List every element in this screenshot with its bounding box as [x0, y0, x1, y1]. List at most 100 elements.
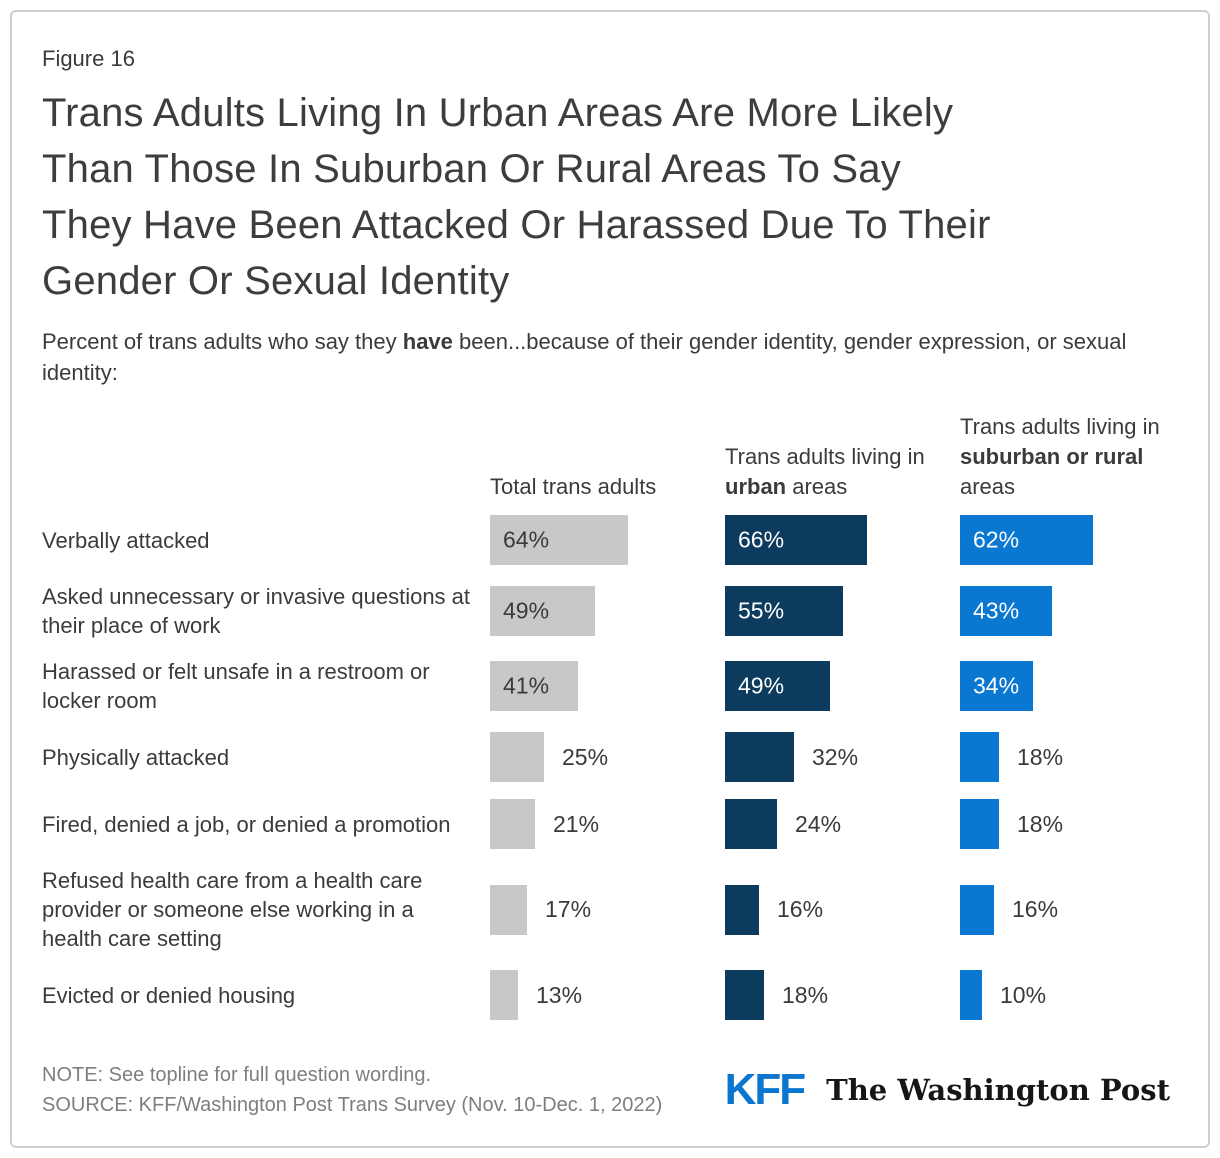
- bar-value-label: 49%: [738, 672, 785, 699]
- note-text: NOTE: See topline for full question word…: [42, 1064, 432, 1086]
- chart-subtitle: Percent of trans adults who say they hav…: [42, 326, 1162, 388]
- chart-row: Refused health care from a health care p…: [42, 866, 1178, 953]
- bar: 49%: [490, 586, 595, 636]
- bar-cell: 32%: [725, 732, 960, 782]
- bar-cell: 49%: [490, 586, 725, 636]
- column-header-total: Total trans adults: [490, 474, 657, 499]
- bar-cell: 16%: [725, 884, 960, 935]
- category-label: Evicted or denied housing: [42, 982, 296, 1008]
- bar-cell: 10%: [960, 970, 1195, 1020]
- bar: [725, 884, 759, 935]
- bar: 49%: [725, 661, 830, 711]
- bar-cell: 41%: [490, 661, 725, 711]
- bar-value-label: 18%: [1017, 743, 1064, 770]
- bar-cell: 43%: [960, 586, 1195, 636]
- bar: [960, 732, 999, 782]
- bar: 41%: [490, 661, 578, 711]
- bar-value-label: 41%: [503, 672, 550, 699]
- title-line: Trans Adults Living In Urban Areas Are M…: [42, 91, 954, 135]
- bar-value-label: 62%: [973, 526, 1020, 553]
- source-text: SOURCE: KFF/Washington Post Trans Survey…: [42, 1094, 663, 1116]
- subtitle-text: Percent of trans adults who say they: [42, 329, 403, 354]
- subtitle-text: been...because of their gender identity,…: [42, 329, 1127, 385]
- title-line: Than Those In Suburban Or Rural Areas To…: [42, 147, 901, 191]
- bar-value-label: 49%: [503, 597, 550, 624]
- bar-cell: 25%: [490, 732, 725, 782]
- bar-value-label: 13%: [536, 981, 583, 1008]
- column-header-suburban-rural: Trans adults living in suburban or rural…: [960, 414, 1160, 499]
- bar-cell: 13%: [490, 970, 725, 1020]
- bar: [960, 799, 999, 849]
- chart-row: Harassed or felt unsafe in a restroom or…: [42, 657, 1178, 715]
- bar-cell: 18%: [960, 732, 1195, 782]
- kff-logo: KFF: [724, 1065, 807, 1114]
- washington-post-logo: The Washington Post: [826, 1072, 1170, 1107]
- bar-cell: 34%: [960, 661, 1195, 711]
- bar-value-label: 18%: [1017, 810, 1064, 837]
- category-label: Verbally attacked: [42, 527, 210, 553]
- bar-cell: 49%: [725, 661, 960, 711]
- figure-number: Figure 16: [42, 46, 135, 71]
- chart-rows: Verbally attacked 64% 66% 62% Asked unnecess…: [42, 515, 1178, 1020]
- chart-title: Trans Adults Living In Urban Areas Are M…: [42, 85, 1178, 309]
- bar: 66%: [725, 515, 867, 565]
- bar-cell: 24%: [725, 799, 960, 849]
- bar: [490, 884, 527, 935]
- category-label: Asked unnecessary or invasive questions …: [42, 584, 471, 638]
- bar-value-label: 64%: [503, 526, 550, 553]
- bar-value-label: 16%: [777, 896, 824, 922]
- bar: [725, 970, 764, 1020]
- bar-value-label: 32%: [812, 743, 859, 770]
- bar-cell: 21%: [490, 799, 725, 849]
- chart-row: Physically attacked 25% 32% 18%: [42, 732, 1178, 782]
- figure-frame: Figure 16 Trans Adults Living In Urban A…: [10, 10, 1210, 1148]
- category-label: Fired, denied a job, or denied a promoti…: [42, 811, 451, 837]
- bar-value-label: 66%: [738, 526, 785, 553]
- series-header-row: Total trans adults Trans adults living i…: [42, 412, 1178, 515]
- bar-value-label: 10%: [1000, 981, 1047, 1008]
- column-header-urban: Trans adults living in urban areas: [725, 444, 925, 499]
- category-label: Physically attacked: [42, 744, 230, 770]
- bar-value-label: 34%: [973, 672, 1020, 699]
- footer-notes: NOTE: See topline for full question word…: [42, 1060, 662, 1120]
- bar: 55%: [725, 586, 843, 636]
- chart-row: Verbally attacked 64% 66% 62%: [42, 515, 1178, 565]
- bar-value-label: 24%: [795, 810, 842, 837]
- bar-cell: 17%: [490, 884, 725, 935]
- chart-row: Fired, denied a job, or denied a promoti…: [42, 799, 1178, 849]
- figure-footer: NOTE: See topline for full question word…: [42, 1060, 1178, 1120]
- bar: 43%: [960, 586, 1052, 636]
- bar-value-label: 55%: [738, 597, 785, 624]
- bar-cell: 66%: [725, 515, 960, 565]
- bar: [960, 970, 982, 1020]
- bar: [490, 799, 535, 849]
- bar-value-label: 43%: [973, 597, 1020, 624]
- footer-logos: KFF The Washington Post: [725, 1068, 1178, 1112]
- bar: 34%: [960, 661, 1033, 711]
- bar: 62%: [960, 515, 1093, 565]
- bar-cell: 18%: [725, 970, 960, 1020]
- bar-cell: 62%: [960, 515, 1195, 565]
- category-label: Harassed or felt unsafe in a restroom or…: [42, 659, 430, 713]
- bar: 64%: [490, 515, 628, 565]
- bar-value-label: 17%: [545, 896, 592, 922]
- category-label: Refused health care from a health care p…: [42, 868, 423, 951]
- chart-row: Evicted or denied housing 13% 18% 10%: [42, 970, 1178, 1020]
- bar: [490, 732, 544, 782]
- subtitle-bold-text: have: [402, 329, 453, 354]
- chart-row: Asked unnecessary or invasive questions …: [42, 582, 1178, 640]
- bar-value-label: 21%: [553, 810, 600, 837]
- bar-cell: 18%: [960, 799, 1195, 849]
- bar-cell: 64%: [490, 515, 725, 565]
- bar-value-label: 25%: [562, 743, 609, 770]
- bar-value-label: 16%: [1012, 896, 1059, 922]
- bar: [490, 970, 518, 1020]
- bar-value-label: 18%: [782, 981, 829, 1008]
- title-line: Gender Or Sexual Identity: [42, 259, 510, 303]
- bar-cell: 55%: [725, 586, 960, 636]
- bar: [725, 799, 777, 849]
- bar-cell: 16%: [960, 884, 1195, 935]
- bar-chart: Total trans adults Trans adults living i…: [42, 412, 1178, 1020]
- bar: [960, 884, 994, 935]
- bar: [725, 732, 794, 782]
